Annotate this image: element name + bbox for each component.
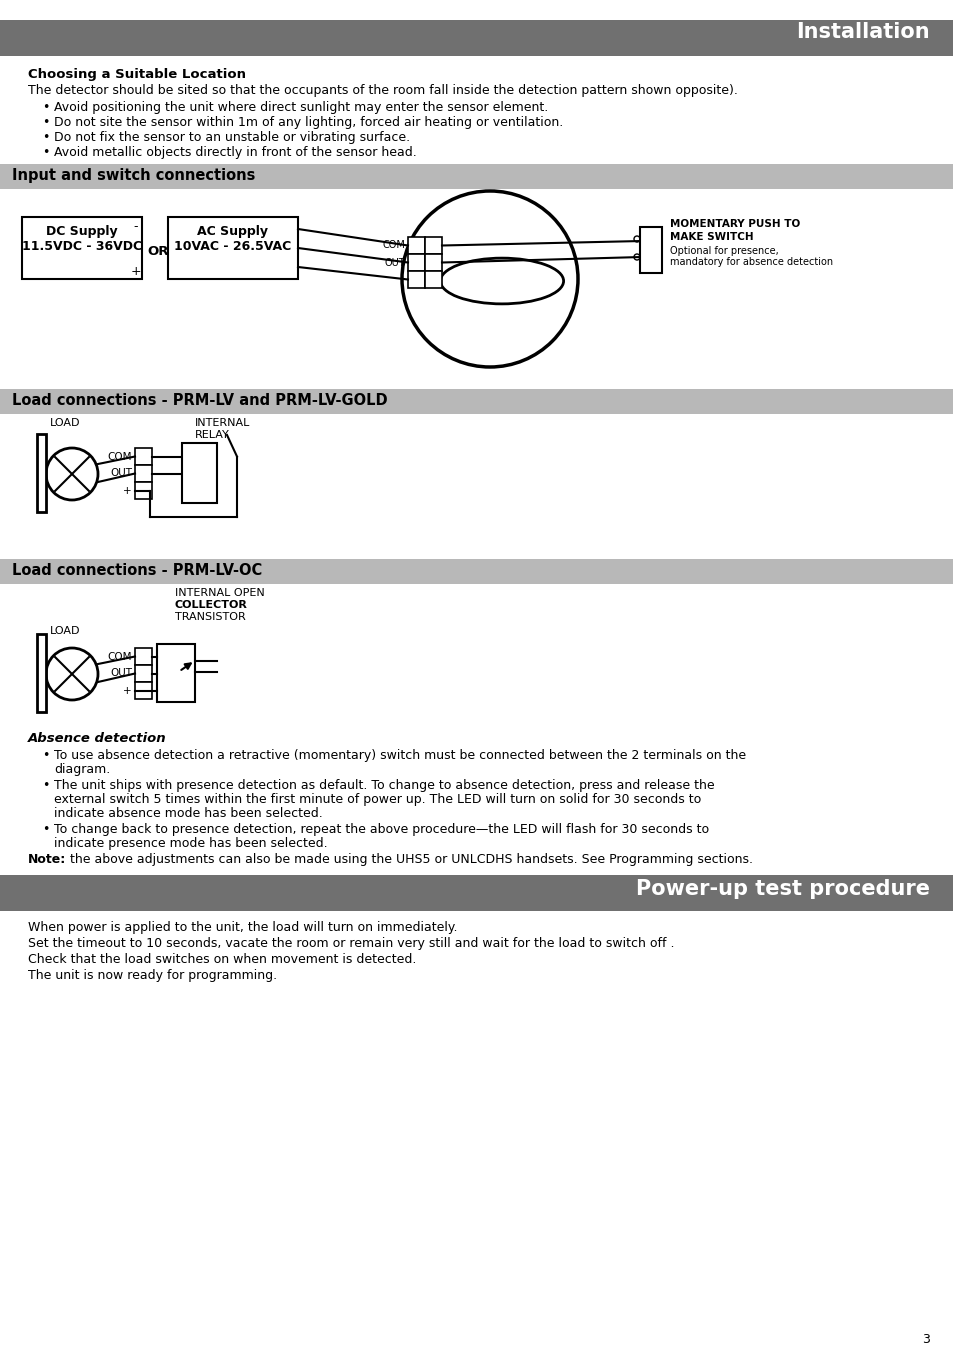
Bar	[37, 634, 46, 711]
Text: diagram.: diagram.	[54, 763, 111, 776]
Text: •: •	[42, 131, 50, 144]
Text: OR: OR	[147, 244, 169, 258]
Bar	[424, 238, 441, 254]
Text: the above adjustments can also be made using the UHS5 or UNLCDHS handsets. See P: the above adjustments can also be made u…	[70, 853, 752, 865]
Bar	[135, 682, 152, 699]
Text: MOMENTARY PUSH TO: MOMENTARY PUSH TO	[669, 219, 800, 230]
Text: To change back to presence detection, repeat the above procedure—the LED will fl: To change back to presence detection, re…	[54, 824, 708, 836]
Text: Load connections - PRM-LV and PRM-LV-GOLD: Load connections - PRM-LV and PRM-LV-GOL…	[12, 393, 387, 408]
Text: AC Supply: AC Supply	[197, 225, 268, 238]
Bar	[135, 482, 152, 500]
Text: •: •	[42, 116, 50, 130]
Text: 3: 3	[922, 1332, 929, 1346]
Text: Check that the load switches on when movement is detected.: Check that the load switches on when mov…	[28, 953, 416, 967]
Bar	[424, 254, 441, 271]
Text: •: •	[42, 146, 50, 159]
Text: Do not site the sensor within 1m of any lighting, forced air heating or ventilat: Do not site the sensor within 1m of any …	[54, 116, 562, 130]
Text: TRANSISTOR: TRANSISTOR	[174, 612, 246, 622]
Text: +: +	[131, 265, 141, 278]
Text: LOAD: LOAD	[50, 626, 80, 636]
Text: OUT: OUT	[384, 258, 405, 267]
Bar	[408, 271, 424, 288]
Bar	[639, 227, 661, 273]
Text: Avoid metallic objects directly in front of the sensor head.: Avoid metallic objects directly in front…	[54, 146, 416, 159]
Text: INTERNAL: INTERNAL	[194, 418, 250, 428]
Text: DC Supply: DC Supply	[46, 225, 117, 238]
Bar	[0, 875, 953, 911]
Text: RELAY: RELAY	[194, 431, 230, 440]
Bar	[408, 238, 424, 254]
Text: Absence detection: Absence detection	[28, 732, 167, 745]
Bar	[135, 464, 152, 482]
Bar	[0, 20, 953, 55]
Text: Optional for presence,: Optional for presence,	[669, 246, 778, 256]
Text: Note:: Note:	[28, 853, 66, 865]
Text: The unit is now ready for programming.: The unit is now ready for programming.	[28, 969, 276, 981]
Text: +: +	[123, 486, 132, 495]
Text: OUT: OUT	[110, 468, 132, 478]
Bar	[157, 644, 194, 702]
Text: Avoid positioning the unit where direct sunlight may enter the sensor element.: Avoid positioning the unit where direct …	[54, 101, 548, 113]
Text: Choosing a Suitable Location: Choosing a Suitable Location	[28, 68, 246, 81]
Text: COM: COM	[108, 652, 132, 662]
Text: +: +	[123, 686, 132, 695]
Text: The unit ships with presence detection as default. To change to absence detectio: The unit ships with presence detection a…	[54, 779, 714, 792]
Text: mandatory for absence detection: mandatory for absence detection	[669, 256, 832, 267]
Text: OUT: OUT	[110, 668, 132, 679]
Text: •: •	[42, 779, 50, 792]
Text: INTERNAL OPEN: INTERNAL OPEN	[174, 589, 265, 598]
Bar	[168, 217, 297, 279]
Text: When power is applied to the unit, the load will turn on immediately.: When power is applied to the unit, the l…	[28, 921, 457, 934]
Text: Load connections - PRM-LV-OC: Load connections - PRM-LV-OC	[12, 563, 262, 578]
Text: Installation: Installation	[796, 22, 929, 42]
Text: +: +	[396, 274, 405, 285]
Text: •: •	[42, 824, 50, 836]
Bar	[0, 559, 953, 585]
Text: external switch 5 times within the first minute of power up. The LED will turn o: external switch 5 times within the first…	[54, 792, 700, 806]
Text: 11.5VDC - 36VDC: 11.5VDC - 36VDC	[22, 240, 142, 252]
Bar	[0, 389, 953, 414]
Text: Set the timeout to 10 seconds, vacate the room or remain very still and wait for: Set the timeout to 10 seconds, vacate th…	[28, 937, 674, 950]
Bar	[182, 443, 216, 504]
Bar	[424, 271, 441, 288]
Bar	[135, 448, 152, 464]
Text: LOAD: LOAD	[50, 418, 80, 428]
Text: Do not fix the sensor to an unstable or vibrating surface.: Do not fix the sensor to an unstable or …	[54, 131, 410, 144]
Bar	[408, 254, 424, 271]
Text: •: •	[42, 749, 50, 761]
Bar	[0, 163, 953, 189]
Text: -: -	[133, 220, 138, 234]
Bar	[135, 666, 152, 682]
Bar	[135, 648, 152, 666]
Text: COM: COM	[382, 240, 405, 251]
Text: indicate absence mode has been selected.: indicate absence mode has been selected.	[54, 807, 322, 819]
Text: MAKE SWITCH: MAKE SWITCH	[669, 232, 753, 242]
Bar	[37, 433, 46, 512]
Text: 10VAC - 26.5VAC: 10VAC - 26.5VAC	[174, 240, 292, 252]
Text: •: •	[42, 101, 50, 113]
Text: Power-up test procedure: Power-up test procedure	[636, 879, 929, 899]
Text: indicate presence mode has been selected.: indicate presence mode has been selected…	[54, 837, 327, 850]
Text: To use absence detection a retractive (momentary) switch must be connected betwe: To use absence detection a retractive (m…	[54, 749, 745, 761]
Bar	[22, 217, 142, 279]
Text: Input and switch connections: Input and switch connections	[12, 167, 255, 184]
Text: The detector should be sited so that the occupants of the room fall inside the d: The detector should be sited so that the…	[28, 84, 737, 97]
Text: COLLECTOR: COLLECTOR	[174, 599, 248, 610]
Text: COM: COM	[108, 451, 132, 462]
